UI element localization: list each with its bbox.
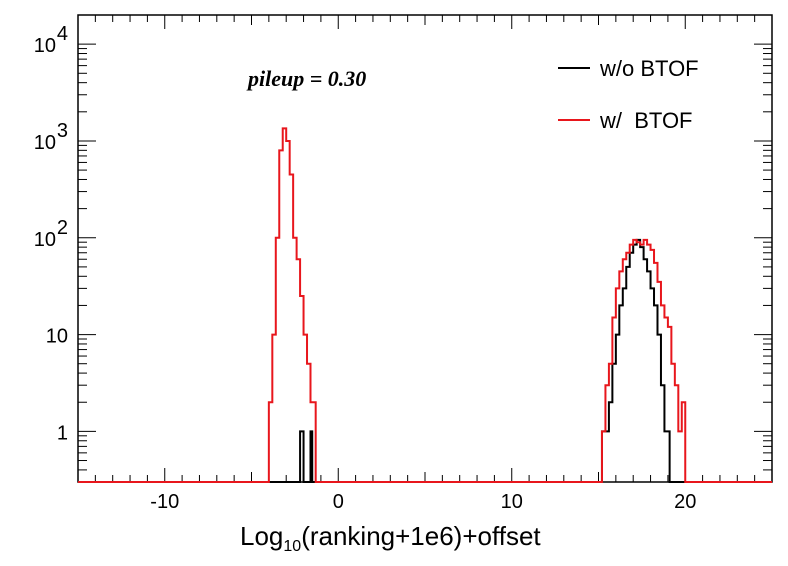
x-tick-label: 10 [501, 491, 523, 513]
y-tick-label-exponent: 2 [57, 217, 68, 239]
legend: w/o BTOF w/ BTOF [558, 56, 699, 133]
legend-label-w-btof: w/ BTOF [599, 108, 693, 133]
x-tick-label: -10 [150, 491, 179, 513]
y-tick-label-exponent: 3 [57, 120, 68, 142]
legend-label-wo-btof: w/o BTOF [599, 56, 699, 81]
y-tick-label-exponent: 4 [57, 23, 68, 45]
y-tick-label: 10 [34, 35, 56, 57]
series-line-1 [78, 127, 772, 483]
x-tick-label: 0 [333, 491, 344, 513]
y-tick-label: 10 [46, 326, 68, 348]
series-line-0 [78, 238, 772, 483]
series-group [78, 127, 772, 483]
x-tick-label: 20 [674, 491, 696, 513]
y-tick-label: 1 [57, 422, 68, 444]
y-tick-label: 10 [34, 132, 56, 154]
y-tick-label: 10 [34, 229, 56, 251]
x-axis-title: Log10(ranking+1e6)+offset [240, 521, 541, 555]
plot-frame [77, 14, 773, 483]
pileup-annotation: pileup = 0.30 [246, 66, 366, 91]
